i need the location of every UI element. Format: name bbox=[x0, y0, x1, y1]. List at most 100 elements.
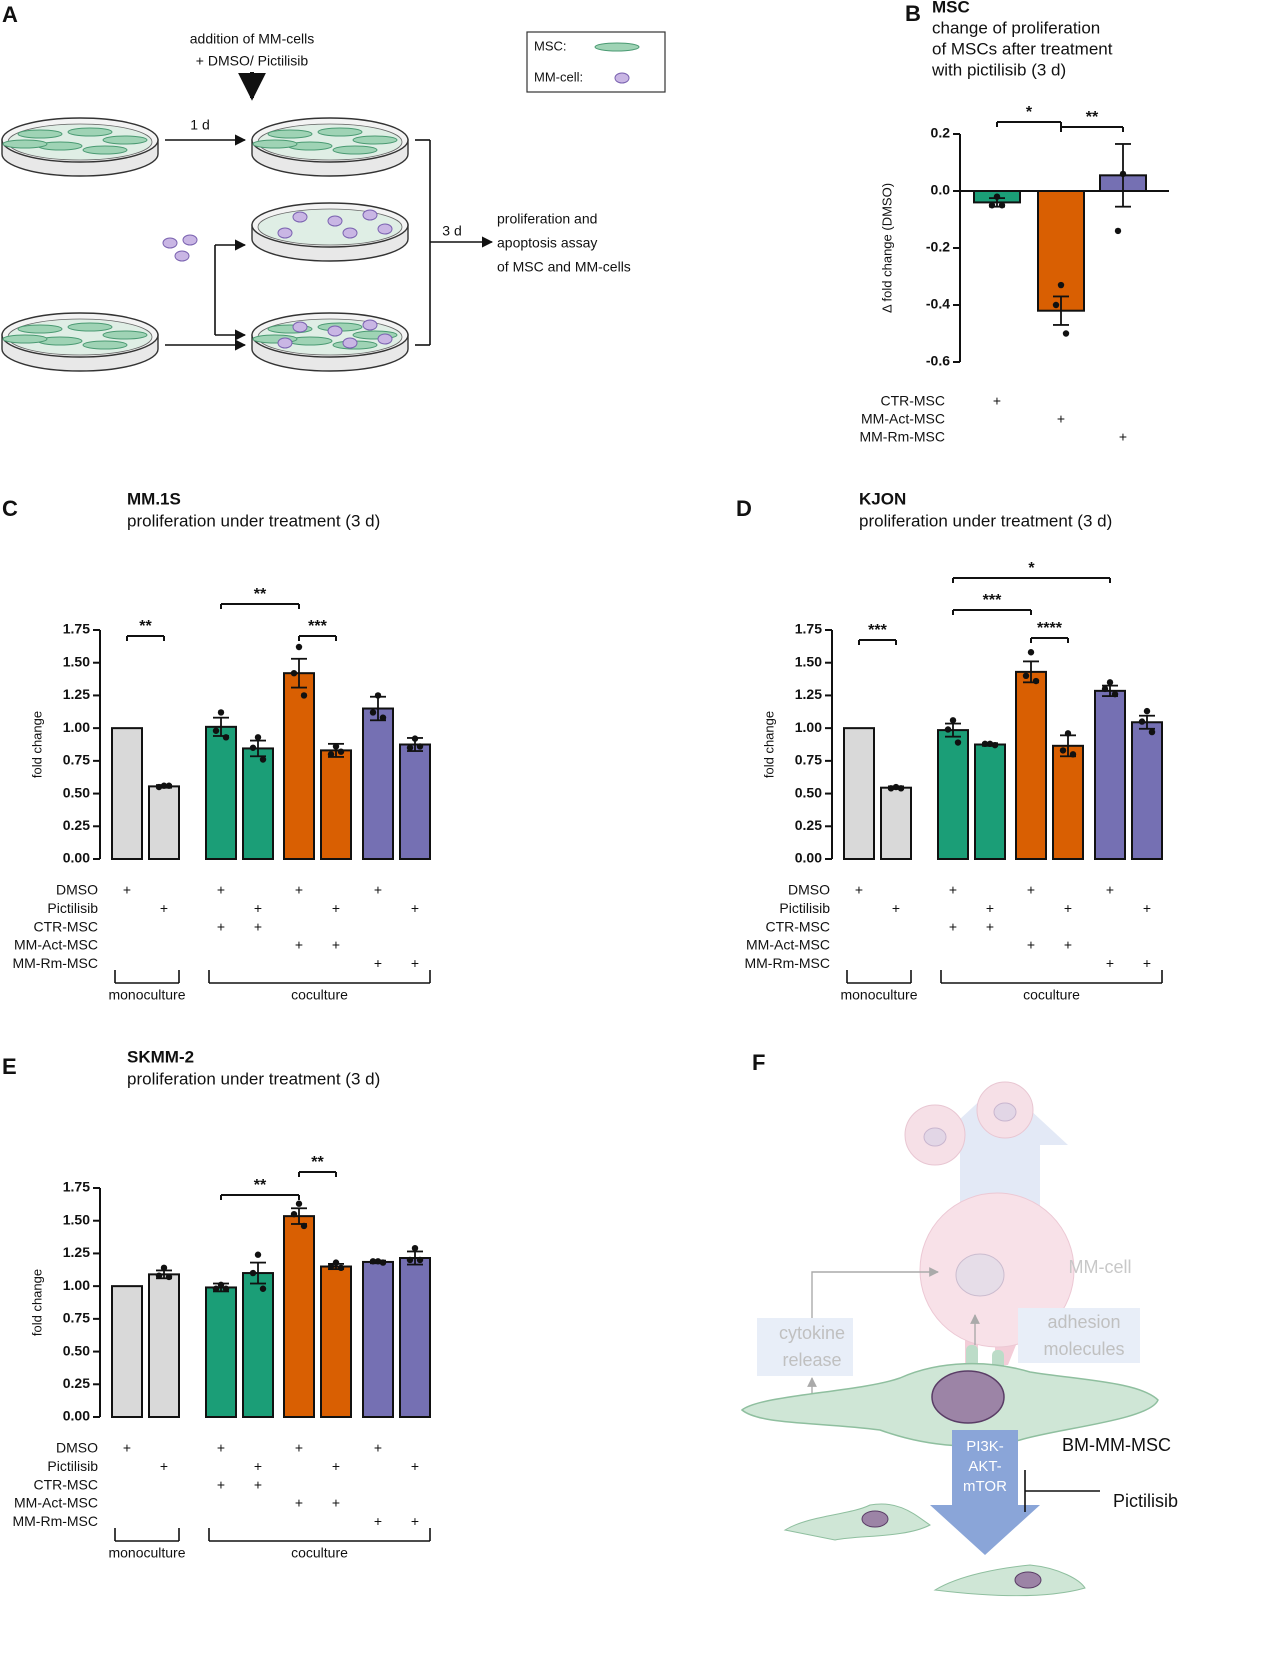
data-point bbox=[1022, 672, 1030, 679]
diagram-label: Pictilisib bbox=[1113, 1491, 1178, 1511]
data-point bbox=[155, 783, 163, 791]
y-tick-label: 0.00 bbox=[63, 850, 90, 866]
step-text: addition of MM-cells bbox=[190, 31, 315, 47]
y-tick-label: 1.25 bbox=[63, 1244, 90, 1260]
result-text: of MSC and MM-cells bbox=[497, 259, 631, 275]
data-point bbox=[222, 1285, 230, 1292]
data-point bbox=[892, 783, 900, 791]
mm-cell bbox=[377, 223, 393, 235]
data-point bbox=[993, 193, 1001, 200]
group-label: monoculture bbox=[108, 987, 185, 1003]
data-point bbox=[374, 692, 382, 699]
data-point bbox=[327, 1263, 335, 1270]
data-point bbox=[1111, 690, 1119, 698]
bar bbox=[283, 672, 315, 860]
msc-cell bbox=[252, 139, 298, 149]
data-point bbox=[887, 785, 895, 792]
mm-cell bbox=[162, 237, 178, 249]
condition-mark: + bbox=[160, 1458, 168, 1474]
msc-cell bbox=[17, 324, 63, 334]
y-tick-label: -0.6 bbox=[926, 353, 950, 369]
msc-cell bbox=[67, 322, 113, 332]
condition-mark: + bbox=[1027, 937, 1035, 953]
diagram-label: AKT- bbox=[968, 1458, 1001, 1475]
error-bar bbox=[945, 722, 961, 738]
data-point bbox=[165, 782, 173, 789]
bar bbox=[362, 707, 394, 860]
diagram-label: cytokine bbox=[779, 1323, 845, 1343]
condition-mark: + bbox=[411, 955, 419, 971]
row-label: DMSO bbox=[788, 882, 830, 898]
msc-cell bbox=[102, 330, 148, 340]
significance-label: ** bbox=[1086, 109, 1099, 126]
data-point bbox=[1027, 649, 1035, 656]
y-axis-label: fold change bbox=[29, 1269, 44, 1336]
data-point bbox=[944, 726, 952, 733]
bar bbox=[362, 1260, 394, 1419]
mm-cell bbox=[327, 325, 343, 337]
condition-mark: + bbox=[332, 900, 340, 916]
y-tick-label: 1.75 bbox=[63, 1179, 90, 1195]
data-point bbox=[327, 751, 335, 758]
data-point bbox=[249, 744, 257, 751]
nucleus bbox=[923, 1127, 947, 1147]
data-point bbox=[259, 1285, 267, 1292]
diagram-label: PI3K- bbox=[966, 1438, 1004, 1455]
data-point bbox=[1069, 751, 1077, 758]
condition-mark: + bbox=[254, 918, 262, 934]
mm-cell bbox=[292, 321, 308, 333]
data-point bbox=[155, 1272, 163, 1279]
group-label: monoculture bbox=[840, 987, 917, 1003]
condition-mark: + bbox=[160, 900, 168, 916]
mm-cell bbox=[614, 72, 630, 84]
group-label: monoculture bbox=[108, 1545, 185, 1561]
chart-title: MSC bbox=[932, 0, 970, 16]
condition-mark: + bbox=[217, 882, 225, 898]
legend-text: MM-cell: bbox=[534, 69, 583, 84]
data-point bbox=[379, 714, 387, 721]
data-point bbox=[1119, 170, 1127, 178]
legend-box bbox=[526, 31, 666, 93]
diagram-label: molecules bbox=[1043, 1339, 1124, 1359]
bar bbox=[1037, 190, 1085, 312]
condition-mark: + bbox=[295, 937, 303, 953]
condition-mark: + bbox=[254, 1476, 262, 1492]
y-axis-label: fold change bbox=[761, 711, 776, 778]
diagram-label: MM-cell bbox=[1069, 1257, 1132, 1277]
y-tick-label: 0.25 bbox=[795, 817, 822, 833]
chart-subtitle: proliferation under treatment (3 d) bbox=[127, 1069, 380, 1088]
y-tick-label: 0.25 bbox=[63, 1375, 90, 1391]
data-point bbox=[337, 1264, 345, 1272]
bar bbox=[205, 1286, 237, 1418]
data-point bbox=[411, 1244, 419, 1252]
condition-mark: + bbox=[332, 1458, 340, 1474]
mm-cell bbox=[377, 333, 393, 345]
msc-cell bbox=[82, 340, 128, 350]
condition-mark: + bbox=[123, 1440, 131, 1456]
data-point bbox=[411, 735, 419, 742]
bar bbox=[242, 1272, 274, 1418]
mm-cell bbox=[342, 337, 358, 349]
data-point bbox=[212, 727, 220, 734]
y-tick-label: 0.0 bbox=[931, 182, 951, 198]
row-label: CTR-MSC bbox=[33, 1476, 98, 1492]
msc-cell bbox=[352, 135, 398, 145]
significance-label: ** bbox=[254, 1177, 267, 1194]
bar bbox=[843, 727, 875, 861]
day-label: 1 d bbox=[190, 117, 209, 133]
row-label: MM-Rm-MSC bbox=[12, 955, 98, 971]
row-label: DMSO bbox=[56, 882, 98, 898]
condition-mark: + bbox=[123, 882, 131, 898]
data-point bbox=[369, 1258, 377, 1265]
y-tick-label: 1.75 bbox=[63, 621, 90, 637]
y-tick-label: 1.25 bbox=[63, 686, 90, 702]
condition-mark: + bbox=[254, 1458, 262, 1474]
nucleus bbox=[993, 1102, 1017, 1122]
nucleus bbox=[861, 1510, 889, 1528]
nucleus bbox=[1014, 1571, 1042, 1589]
chart-subtitle: change of proliferation bbox=[932, 18, 1100, 37]
y-tick-label: 0.2 bbox=[931, 125, 951, 141]
y-tick-label: 0.50 bbox=[795, 784, 822, 800]
condition-mark: + bbox=[411, 900, 419, 916]
